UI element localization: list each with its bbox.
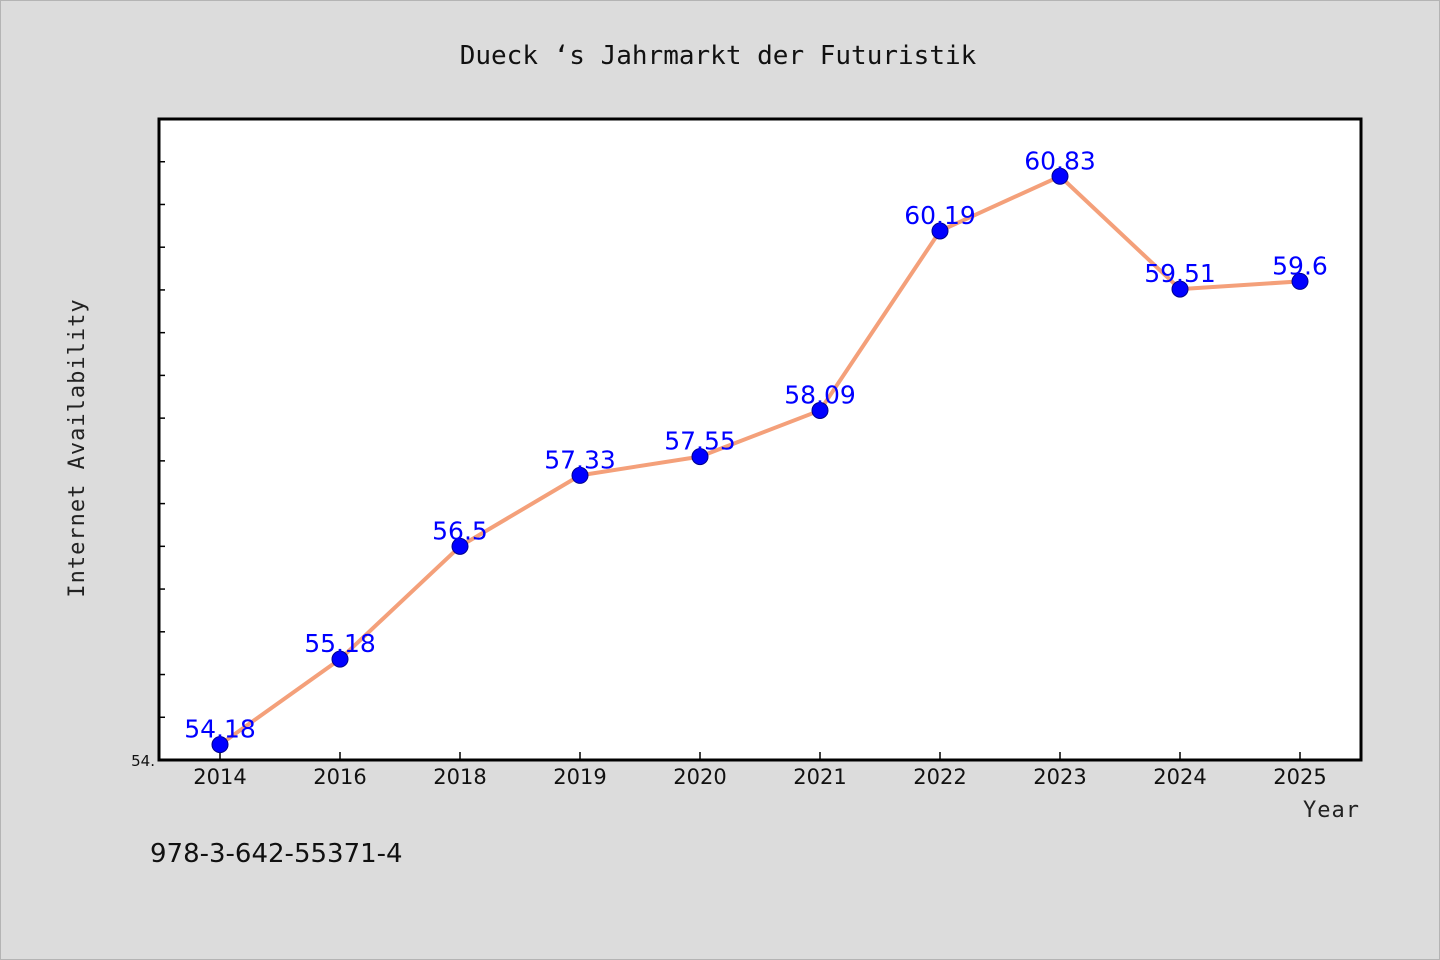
data-point: [331, 650, 349, 668]
data-label: 59.6: [1272, 251, 1328, 280]
data-point: [931, 222, 949, 240]
data-labels: 54.18 55.18 56.5 57.33 57.55 58.09 60.19 60.83 5…: [184, 146, 1328, 743]
x-tick-label: 2024: [1153, 765, 1206, 789]
data-point: [211, 736, 229, 754]
data-point: [1171, 280, 1189, 298]
data-label: 60.83: [1024, 146, 1096, 175]
plot-area: [157, 117, 1363, 762]
data-point: [691, 448, 709, 466]
data-label: 57.55: [664, 427, 736, 456]
x-tick-label: 2020: [673, 765, 726, 789]
data-label: 56.5: [432, 516, 488, 545]
data-point: [571, 466, 589, 484]
x-axis-label: Year: [1303, 798, 1360, 823]
data-point: [451, 537, 469, 555]
data-label: 58.09: [784, 380, 856, 409]
data-point: [1051, 167, 1069, 185]
data-label: 57.33: [544, 445, 616, 474]
x-tick-label: 2016: [313, 765, 366, 789]
x-tick-label: 2018: [433, 765, 486, 789]
data-point: [1291, 272, 1309, 290]
series-markers: [211, 167, 1309, 754]
x-tick-label: 2023: [1033, 765, 1086, 789]
isbn-text: 978-3-642-55371-4: [150, 839, 403, 869]
data-label: 55.18: [304, 629, 376, 658]
x-axis-ticks: 2014 2016 2018 2019 2020 2021 2022 2023 2024 2025: [193, 752, 1327, 789]
data-label: 59.51: [1144, 259, 1216, 288]
data-point: [811, 401, 829, 419]
data-label: 60.19: [904, 201, 976, 230]
data-label: 54.18: [184, 715, 256, 744]
x-tick-label: 2021: [793, 765, 846, 789]
y-axis-ticks: [159, 118, 165, 761]
x-tick-label: 2019: [553, 765, 606, 789]
y-axis-label: Internet Availability: [65, 298, 90, 597]
x-tick-label: 2022: [913, 765, 966, 789]
series-line: [218, 174, 1301, 747]
x-tick-label: 2014: [193, 765, 246, 789]
x-tick-label: 2025: [1273, 765, 1326, 789]
chart-title: Dueck ‘s Jahrmarkt der Futuristik: [460, 41, 977, 71]
y-tick-label: 54.: [131, 752, 155, 770]
